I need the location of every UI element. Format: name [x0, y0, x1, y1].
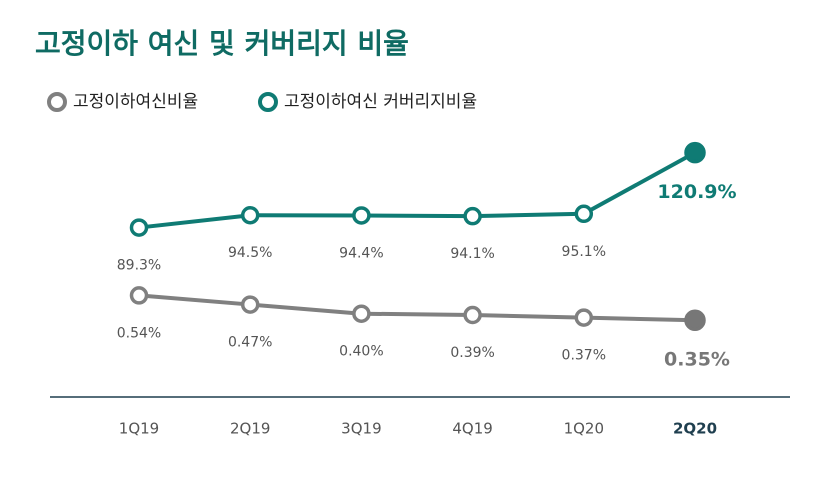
x-tick-label: 4Q19	[452, 420, 492, 438]
data-label: 89.3%	[117, 258, 161, 274]
legend-label: 고정이하여신 커버리지비율	[284, 92, 477, 112]
data-point	[684, 141, 706, 164]
data-label: 0.40%	[339, 344, 383, 360]
data-point	[574, 204, 594, 224]
data-label: 0.35%	[664, 349, 730, 371]
data-label: 94.5%	[228, 245, 272, 261]
x-tick-label: 2Q19	[230, 420, 270, 438]
chart-title: 고정이하 여신 및 커버리지 비율	[35, 27, 409, 60]
x-tick-label: 1Q19	[119, 420, 159, 438]
data-label: 0.47%	[228, 335, 272, 351]
data-point	[684, 309, 706, 331]
data-label: 94.4%	[339, 245, 383, 261]
data-point	[240, 205, 260, 225]
legend-label: 고정이하여신비율	[73, 92, 198, 112]
data-point	[463, 305, 482, 325]
data-point	[240, 295, 260, 314]
data-point	[463, 206, 482, 226]
series-line	[138, 293, 696, 323]
data-point	[129, 286, 149, 305]
data-label: 0.39%	[450, 345, 494, 361]
data-label: 95.1%	[562, 244, 606, 260]
data-label: 0.37%	[562, 348, 606, 364]
data-label: 0.54%	[117, 325, 161, 341]
x-tick-label: 2Q20	[673, 420, 717, 438]
data-label: 120.9%	[657, 181, 736, 203]
x-tick-label: 3Q19	[341, 420, 381, 438]
data-point	[574, 308, 594, 327]
legend-marker	[258, 92, 278, 112]
data-point	[129, 218, 149, 237]
data-point	[352, 206, 371, 225]
data-point	[352, 304, 371, 323]
data-label: 94.1%	[450, 246, 494, 262]
legend-marker	[47, 92, 67, 112]
x-tick-label: 1Q20	[564, 420, 604, 438]
series-line	[138, 150, 696, 230]
